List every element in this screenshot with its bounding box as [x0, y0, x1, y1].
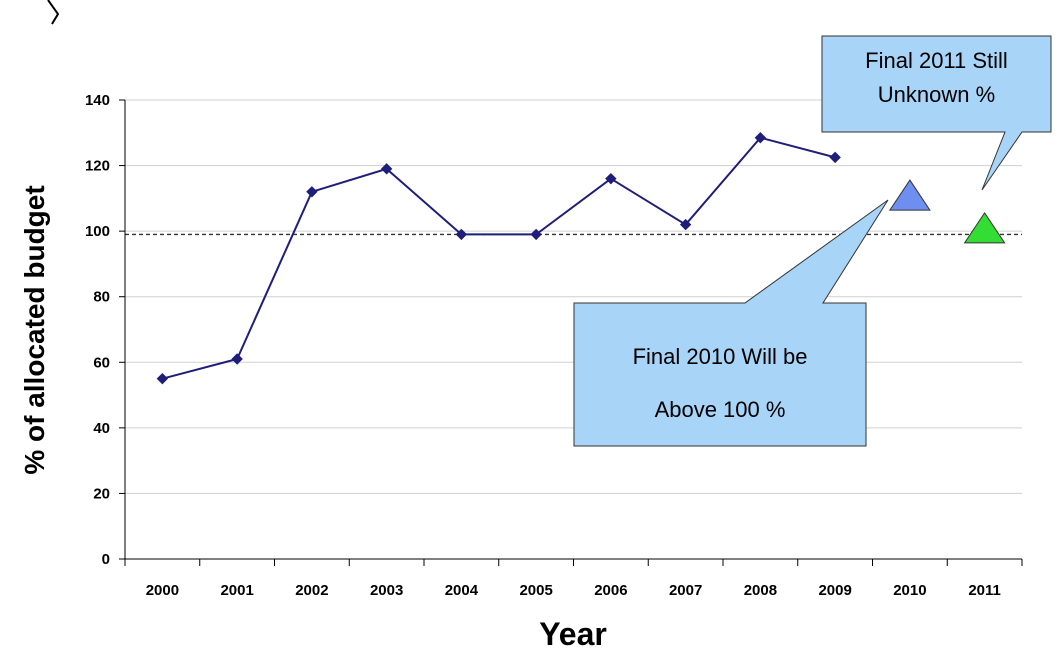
x-tick-label: 2002	[295, 582, 328, 599]
data-point	[455, 228, 468, 241]
x-tick-label: 2007	[669, 582, 702, 599]
x-tick-labels: 2000 2001 2002 2003 2004 2005 2006 2007 2008 2009…	[124, 559, 1023, 599]
data-point	[380, 163, 393, 175]
series-line	[162, 136, 836, 380]
data-point	[530, 228, 542, 241]
y-tick-label: 20	[93, 485, 110, 502]
x-tick-label: 2006	[594, 582, 627, 599]
data-point	[156, 372, 169, 385]
triangle-marker-2010	[888, 179, 931, 211]
triangle-marker-2011	[963, 211, 1006, 244]
y-tick-label: 60	[93, 354, 110, 371]
callout-2011-line-1: Final 2011 Still	[865, 48, 1008, 73]
y-tick-label: 80	[93, 289, 110, 306]
cropped-header-fragment	[47, 0, 60, 25]
y-tick-label: 0	[102, 551, 110, 568]
callout-2010-line-2: Above 100 %	[655, 397, 786, 422]
callout-2010-box	[573, 199, 889, 447]
callout-2011-box	[821, 35, 1052, 191]
x-tick-label: 2010	[893, 582, 926, 599]
x-tick-label: 2001	[220, 582, 253, 599]
callouts: Final 2011 Still Unknown % Final 2010 Wi…	[573, 35, 1052, 447]
data-point	[754, 131, 767, 144]
y-tick-label: 40	[93, 420, 110, 437]
x-tick-label: 2009	[818, 582, 851, 599]
x-axis-title: Year	[539, 616, 607, 650]
data-point	[231, 353, 243, 365]
callout-2011-line-2: Unknown %	[878, 82, 995, 107]
x-tick-label: 2011	[968, 582, 1001, 599]
x-tick-label: 2000	[146, 582, 179, 599]
forecast-markers	[888, 179, 1006, 244]
data-point	[306, 186, 318, 198]
x-tick-label: 2005	[519, 582, 552, 599]
y-tick-label: 100	[85, 223, 110, 240]
series-layer	[156, 131, 841, 385]
y-tick-label: 120	[85, 158, 110, 175]
x-tick-label: 2003	[370, 582, 403, 599]
callout-2010-line-1: Final 2010 Will be	[633, 344, 808, 369]
y-tick-labels: 0 20 40 60 80 100 120 140	[85, 92, 125, 568]
x-tick-label: 2004	[445, 582, 479, 599]
data-point	[679, 218, 692, 231]
x-tick-label: 2008	[744, 582, 777, 599]
y-axis-title: % of allocated budget	[19, 185, 50, 474]
y-tick-label: 140	[85, 92, 110, 109]
data-point	[605, 172, 617, 185]
data-point	[829, 151, 841, 164]
